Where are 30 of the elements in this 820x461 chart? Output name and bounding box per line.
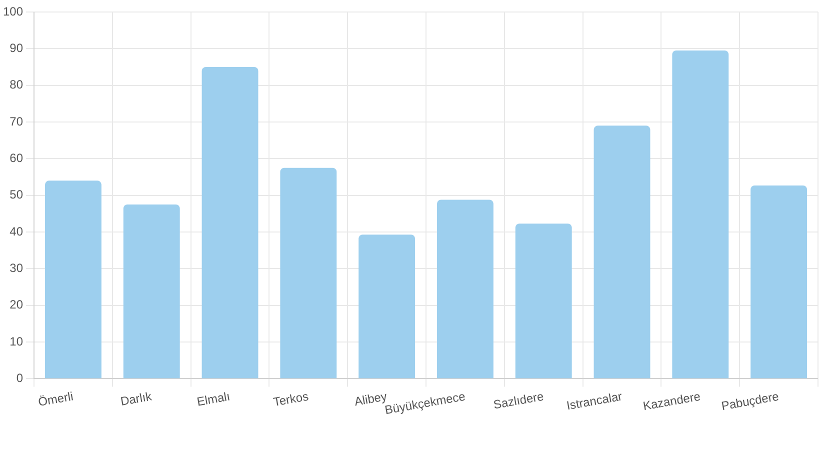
y-tick-label: 100 [2,4,24,18]
y-tick-label: 80 [10,78,24,92]
bar [515,224,572,378]
x-tick-label: Büyükçekmece [384,389,467,418]
x-tick-label: Pabuçdere [720,389,780,414]
x-tick-label: Elmalı [196,389,232,409]
x-tick-label: Sazlıdere [492,389,546,412]
bar [750,185,808,378]
bar [280,168,337,378]
x-tick-label: Istrancalar [565,389,624,413]
y-tick-label: 0 [16,371,24,385]
y-tick-label: 50 [10,188,24,202]
x-tick-label: Darlık [119,389,154,408]
x-tick-label: Kazandere [642,389,702,414]
bar [358,234,416,378]
y-tick-label: 70 [10,114,24,128]
bar [436,200,494,378]
bar [123,204,180,378]
bar [594,126,650,378]
x-tick-label: Terkos [272,389,310,410]
x-tick-label: Ömerli [37,389,74,410]
y-tick-label: 60 [10,150,24,165]
bar [672,50,729,378]
bar [44,180,102,378]
y-tick-label: 20 [10,298,24,312]
y-tick-label: 40 [10,224,24,238]
bar [202,67,258,378]
y-tick-label: 30 [10,260,24,275]
y-tick-label: 10 [10,334,24,348]
y-tick-label: 90 [10,40,24,55]
